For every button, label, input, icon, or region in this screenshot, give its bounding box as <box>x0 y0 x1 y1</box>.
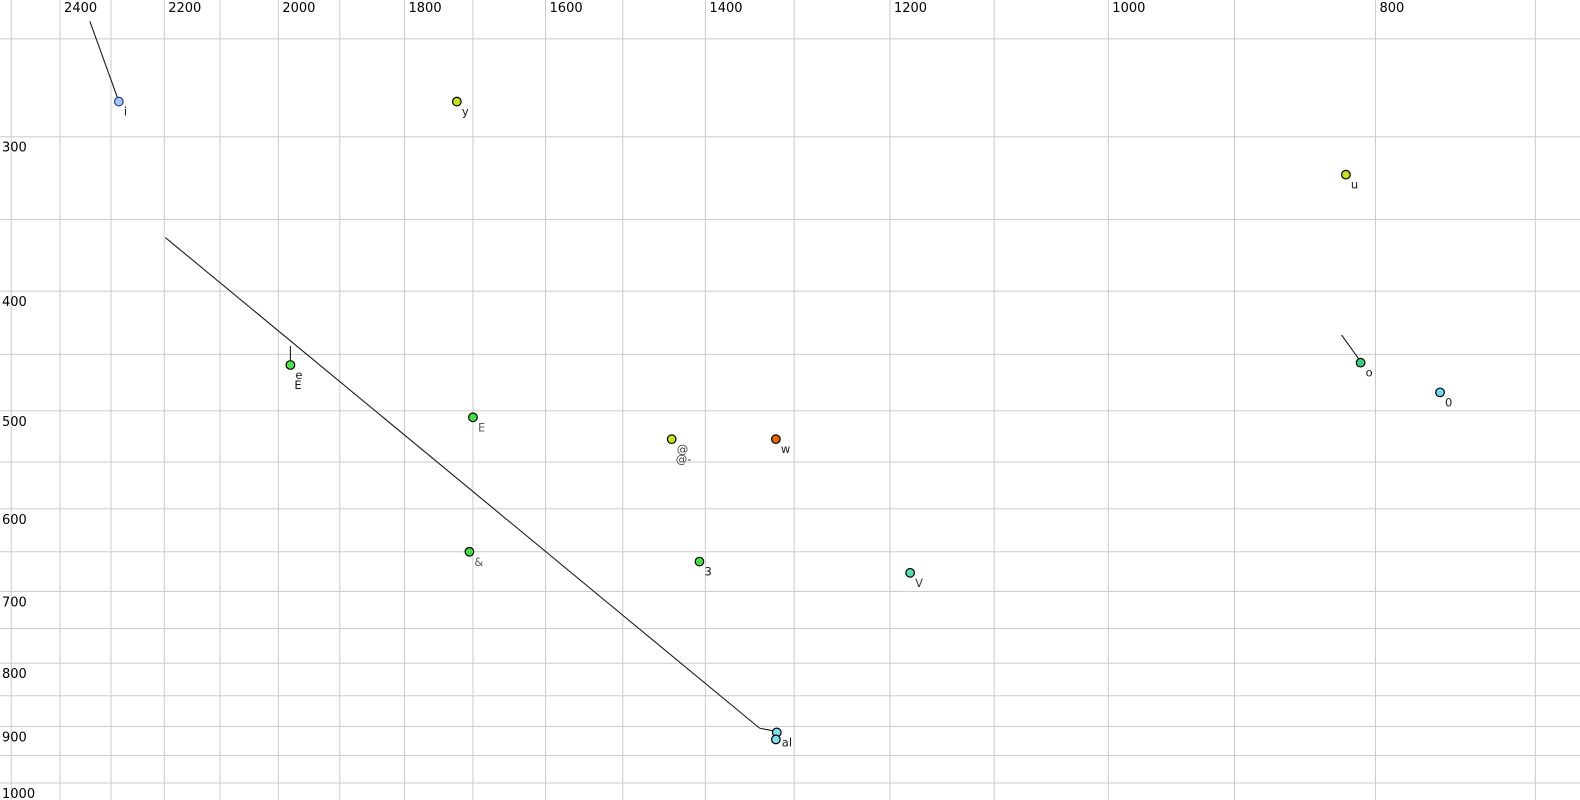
data-point <box>1341 169 1351 180</box>
data-point <box>694 556 705 567</box>
data-point <box>770 734 781 745</box>
x-tick-label: 800 <box>1379 1 1404 16</box>
data-point-label-secondary: E <box>294 378 301 392</box>
y-tick-label: 300 <box>2 141 27 156</box>
data-point-label-secondary: @- <box>676 452 692 466</box>
trend-line-segment <box>164 237 761 729</box>
data-point <box>285 360 296 370</box>
y-tick-label: 800 <box>2 667 27 682</box>
data-point <box>1355 357 1366 368</box>
data-point <box>113 96 124 107</box>
data-point-label: E <box>478 420 485 434</box>
data-point-label: & <box>474 555 483 569</box>
data-point <box>666 434 677 445</box>
data-point-label: 3 <box>704 565 711 579</box>
data-point-label: u <box>1351 178 1358 192</box>
data-point-label: 0 <box>1445 395 1452 409</box>
x-tick-label: 1200 <box>894 1 927 16</box>
data-point-label: V <box>915 576 923 590</box>
data-point-label: al <box>782 735 792 749</box>
y-tick-label: 600 <box>2 513 27 528</box>
data-point-label: y <box>462 105 469 119</box>
x-tick-label: 1600 <box>550 1 583 16</box>
y-tick-label: 500 <box>2 415 27 430</box>
x-tick-label: 1800 <box>409 1 442 16</box>
x-tick-label: 1000 <box>1112 1 1145 16</box>
trend-line-segment <box>89 21 120 102</box>
data-point-label: @ <box>677 442 689 456</box>
x-tick-label: 2200 <box>168 1 201 16</box>
x-tick-label: 2400 <box>64 1 97 16</box>
y-tick-label: 900 <box>2 730 27 745</box>
data-point <box>1435 387 1445 398</box>
trend-line-segment <box>1341 334 1362 362</box>
data-point <box>464 546 475 557</box>
y-tick-label: 400 <box>2 295 27 310</box>
data-point <box>468 412 478 423</box>
data-point-label: w <box>781 442 790 456</box>
y-tick-label: 1000 <box>2 787 35 800</box>
data-point-label: e <box>295 368 302 382</box>
data-point <box>451 96 462 107</box>
y-tick-label: 700 <box>2 596 27 611</box>
data-point <box>905 567 916 578</box>
data-point-label: i <box>124 105 127 119</box>
data-point-label: o <box>1366 366 1373 380</box>
x-tick-label: 1400 <box>709 1 742 16</box>
data-point <box>770 434 781 445</box>
x-tick-label: 2000 <box>282 1 315 16</box>
